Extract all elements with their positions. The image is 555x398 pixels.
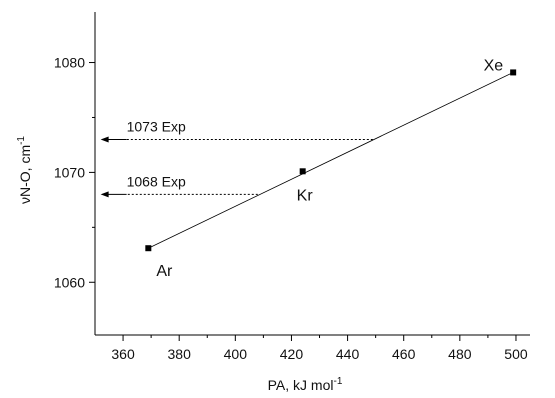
data-points: Ar Kr Xe [145,57,517,280]
point-label: Kr [297,187,314,204]
x-tick-label: 360 [111,346,135,362]
fit-line-group [148,72,514,249]
point-label: Ar [156,263,173,280]
x-tick-label: 420 [280,346,304,362]
annotation-arrowhead [100,136,109,143]
x-tick-label: 440 [336,346,360,362]
y-axis-label: νN-O, cm-1 [16,136,33,204]
data-point [510,69,517,76]
data-point [299,168,306,175]
point-label: Xe [484,57,504,74]
data-point [145,245,152,252]
fit-line [148,72,514,249]
x-tick-label: 460 [392,346,416,362]
x-tick-label: 500 [504,346,528,362]
x-tick-label: 480 [448,346,472,362]
annotation-label: 1073 Exp [127,118,186,134]
x-tick-label: 380 [168,346,192,362]
ticks: 360 380 400 420 440 460 480 500 1060 1070 1080 [54,55,528,362]
y-tick-label: 1070 [54,164,85,180]
axes [94,12,530,336]
x-axis-label: PA, kJ mol-1 [268,376,343,393]
annotation-label: 1068 Exp [127,173,186,189]
y-tick-label: 1060 [54,274,85,290]
annotations: 1073 Exp 1068 Exp [100,118,373,198]
y-tick-label: 1080 [54,55,85,71]
annotation-arrowhead [100,191,109,198]
x-tick-label: 400 [224,346,248,362]
